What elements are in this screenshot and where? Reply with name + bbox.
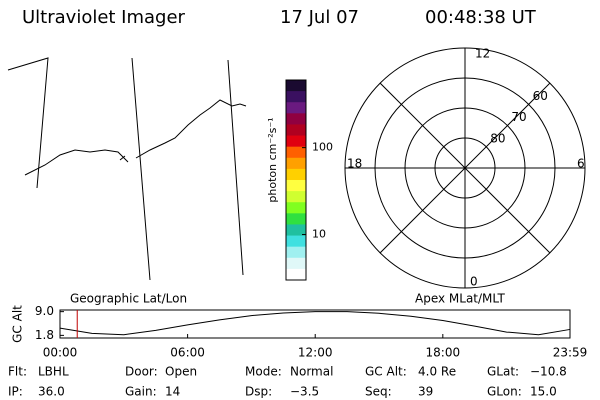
field-value: 36.0 — [38, 385, 65, 399]
mlt-label: 12 — [475, 47, 490, 61]
field-label: Mode: — [245, 365, 282, 379]
field-value: LBHL — [38, 365, 69, 379]
field-label: IP: — [8, 385, 23, 399]
field-label: Dsp: — [245, 385, 272, 399]
grid-line — [227, 59, 244, 276]
lat-label: 70 — [511, 110, 526, 124]
color-swatch — [286, 235, 306, 248]
field-label: Flt: — [8, 365, 27, 379]
field-label: GLon: — [487, 385, 522, 399]
field-value: 14 — [165, 385, 180, 399]
color-swatch — [286, 146, 306, 159]
lat-circle — [434, 137, 496, 199]
field-label: Seq: — [365, 385, 392, 399]
x-tick-label: 06:00 — [170, 346, 205, 360]
lat-label: 60 — [533, 89, 548, 103]
color-swatch — [286, 268, 306, 281]
field-value: Open — [165, 365, 197, 379]
field-value: −10.8 — [530, 365, 567, 379]
field-value: 15.0 — [530, 385, 557, 399]
color-swatch — [286, 102, 306, 114]
field-label: Gain: — [125, 385, 157, 399]
field-value: 4.0 Re — [418, 365, 456, 379]
y-tick-label: 9.0 — [35, 304, 54, 318]
color-swatch — [286, 113, 306, 125]
x-tick-label: 00:00 — [43, 346, 78, 360]
x-tick-label: 18:00 — [426, 346, 461, 360]
color-swatch — [286, 135, 306, 148]
color-swatch — [286, 157, 306, 170]
color-swatch — [286, 213, 306, 225]
lat-circle — [374, 77, 556, 259]
y-axis-label: GC Alt — [11, 305, 25, 343]
field-label: Door: — [125, 365, 158, 379]
date: 17 Jul 07 — [280, 7, 359, 28]
grid-line — [131, 57, 151, 281]
polar-frame — [344, 47, 586, 289]
color-swatch — [286, 91, 306, 103]
panel-title: Apex MLat/MLT — [415, 292, 505, 306]
color-swatch — [286, 180, 306, 192]
color-swatch — [286, 80, 306, 92]
field-value: Normal — [290, 365, 333, 379]
colorbar-frame — [285, 79, 307, 281]
color-swatch — [286, 257, 306, 270]
color-swatch — [286, 124, 306, 137]
mlt-label: 18 — [347, 157, 362, 171]
colorbar-tick-label: 100 — [312, 141, 333, 154]
x-tick-label: 12:00 — [298, 346, 333, 360]
field-value: −3.5 — [290, 385, 319, 399]
color-swatch — [286, 168, 306, 181]
grid-line — [7, 57, 49, 189]
geo-grid — [7, 57, 247, 281]
field-label: GLat: — [487, 365, 519, 379]
plot-frame — [59, 309, 571, 339]
colorbar-label: photon cm⁻²s⁻¹ — [266, 117, 279, 202]
axis-line — [379, 82, 551, 254]
color-swatch — [286, 246, 306, 259]
mlt-label: 0 — [470, 275, 478, 289]
coastline — [24, 99, 247, 176]
time: 00:48:38 UT — [425, 7, 537, 28]
altitude-line — [59, 311, 571, 336]
panel-title: Geographic Lat/Lon — [70, 292, 187, 306]
lat-circle — [404, 107, 526, 229]
field-value: 39 — [418, 385, 433, 399]
y-tick-label: 1.8 — [35, 328, 54, 342]
field-label: GC Alt: — [365, 365, 407, 379]
color-swatch — [286, 191, 306, 203]
colorbar-tick-label: 10 — [312, 228, 326, 241]
title: Ultraviolet Imager — [22, 7, 186, 28]
lat-label: 80 — [490, 131, 505, 145]
mlt-label: 6 — [577, 157, 585, 171]
color-swatch — [286, 224, 306, 237]
x-tick-label: 23:59 — [553, 346, 588, 360]
color-swatch — [286, 202, 306, 214]
